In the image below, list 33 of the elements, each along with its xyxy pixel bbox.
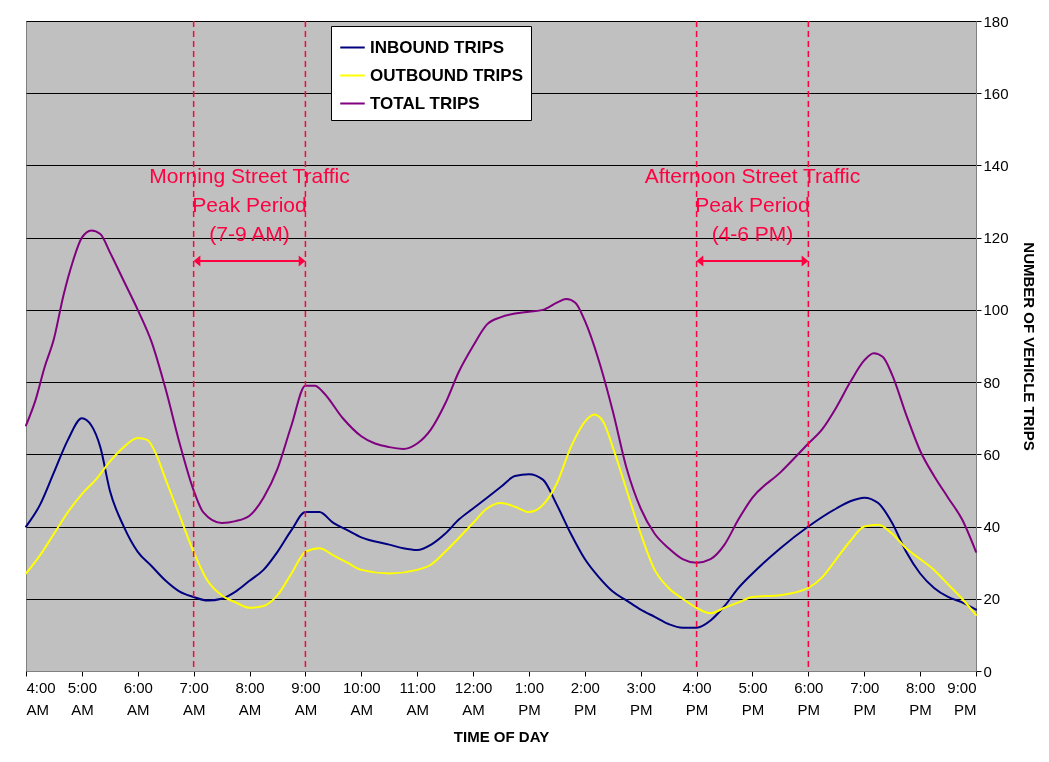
y-tick-label: 160: [983, 84, 1009, 102]
y-tick-label: 140: [983, 156, 1009, 174]
x-tick-label: 8:00 PM: [906, 678, 936, 718]
x-tick-label: 1:00 PM: [514, 678, 545, 718]
x-tick-label: 9:00 PM: [947, 678, 977, 718]
x-tick-label: 9:00 AM: [291, 678, 321, 718]
y-tick-label: 40: [983, 518, 1001, 536]
y-tick-label: 180: [983, 12, 1009, 30]
x-tick-label: 2:00 PM: [570, 678, 600, 718]
x-tick-label: 6:00 PM: [794, 678, 824, 718]
x-tick-label: 7:00 AM: [179, 678, 209, 718]
x-tick-label: 7:00 PM: [850, 678, 880, 718]
x-tick-label: 11:00 AM: [399, 678, 436, 718]
x-tick-label: 12:00 AM: [454, 678, 493, 718]
x-tick-label: 4:00 AM: [26, 678, 56, 718]
x-tick-label: 5:00 AM: [67, 678, 97, 718]
x-tick-label: 10:00 AM: [343, 678, 381, 718]
legend-label: OUTBOUND TRIPS: [370, 65, 523, 85]
legend-label: TOTAL TRIPS: [370, 93, 480, 113]
x-tick-label: 4:00 PM: [682, 678, 712, 718]
y-tick-label: 20: [983, 590, 1001, 608]
y-tick-label: 60: [983, 445, 1001, 463]
x-axis-title: TIME OF DAY: [453, 727, 550, 745]
x-tick-label: 6:00 AM: [123, 678, 153, 718]
legend-label: INBOUND TRIPS: [370, 37, 505, 57]
x-tick-label: 5:00 PM: [738, 678, 768, 718]
x-tick-label: 3:00 PM: [626, 678, 656, 718]
y-tick-label: 120: [983, 229, 1009, 247]
y-tick-label: 80: [983, 373, 1001, 391]
y-tick-label: 100: [983, 301, 1009, 319]
y-tick-label: 0: [983, 662, 992, 680]
y-axis-title: NUMBER OF VEHICLE TRIPS: [1020, 242, 1038, 451]
x-tick-label: 8:00 AM: [235, 678, 265, 718]
